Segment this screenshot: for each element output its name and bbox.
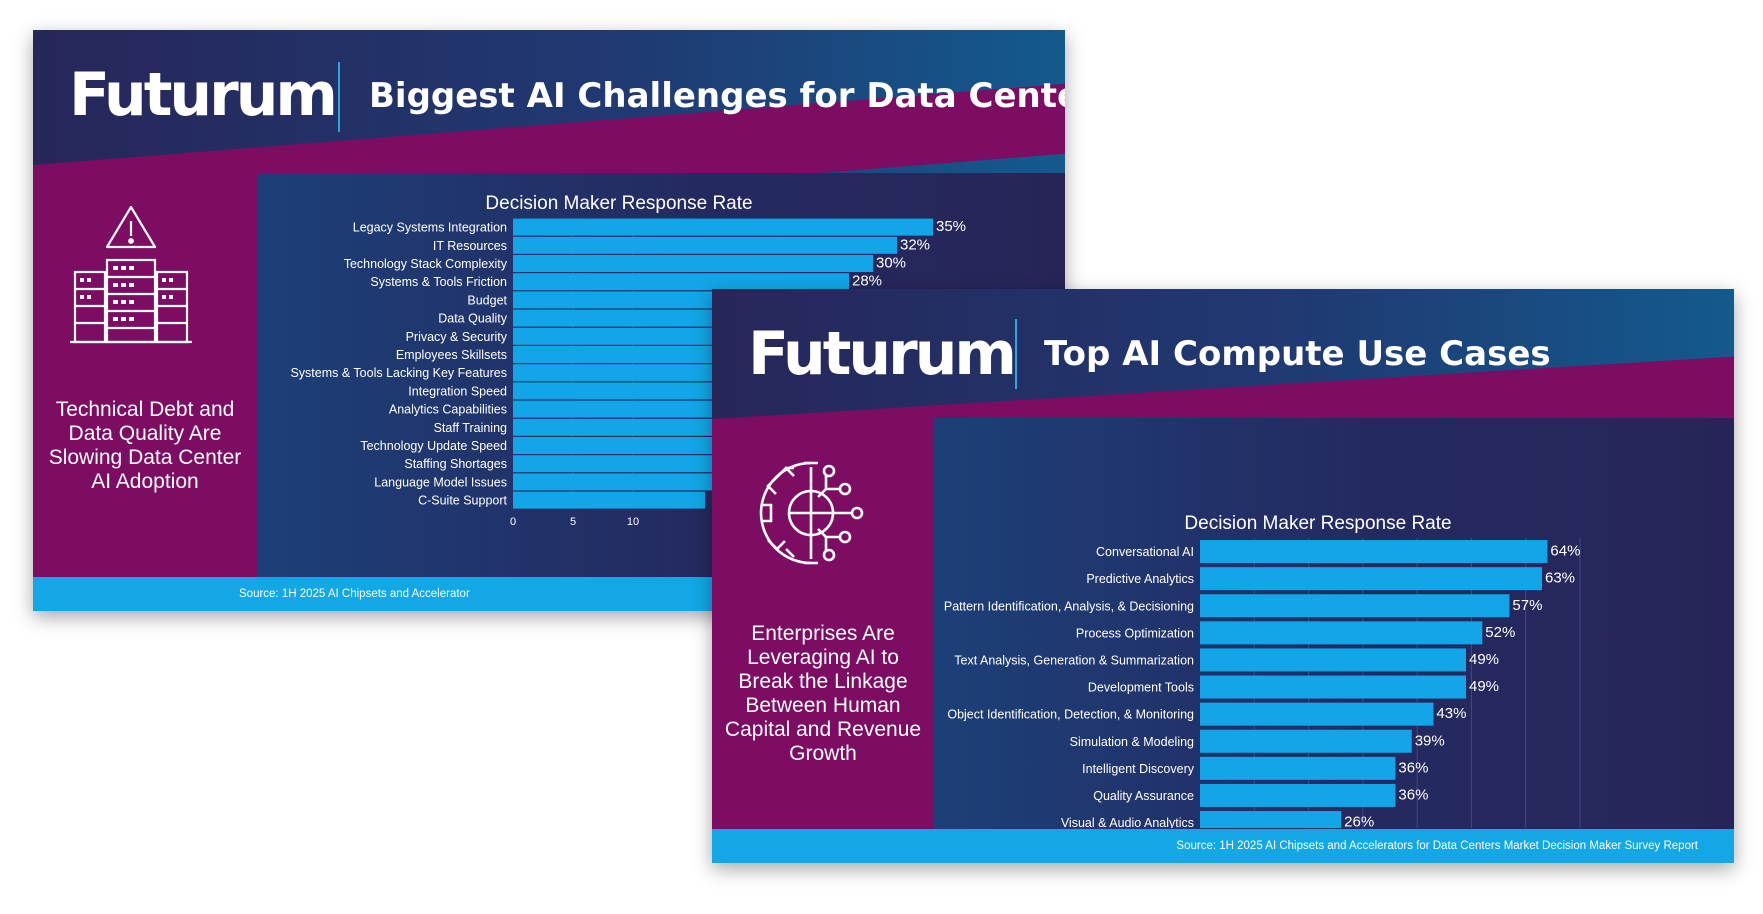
bar xyxy=(513,255,873,272)
bar xyxy=(1200,783,1396,807)
category-label: Text Analysis, Generation & Summarizatio… xyxy=(954,653,1194,667)
x-tick-label: 5 xyxy=(570,516,576,528)
category-label: Integration Speed xyxy=(408,384,507,398)
x-tick-label: 10 xyxy=(627,516,639,528)
bar xyxy=(1200,540,1548,564)
category-label: IT Resources xyxy=(433,239,507,253)
data-label: 39% xyxy=(1415,732,1445,749)
category-label: Language Model Issues xyxy=(374,475,507,489)
bar xyxy=(513,437,741,454)
category-label: C-Suite Support xyxy=(418,494,507,508)
card-title: Biggest AI Challenges for Data Centers xyxy=(369,76,1065,116)
bar xyxy=(513,418,753,436)
bar xyxy=(513,236,897,254)
data-label: 28% xyxy=(852,273,882,290)
chart-panel: Decision Maker Response Rate010203040506… xyxy=(934,418,1734,863)
data-label: 36% xyxy=(1398,786,1428,803)
sidebar-headline: Enterprises Are Leveraging AI to Break t… xyxy=(724,622,922,765)
bar xyxy=(1200,567,1542,591)
header-divider xyxy=(1015,319,1017,389)
bar xyxy=(513,473,717,491)
bar xyxy=(1200,702,1434,726)
sidebar-headline: Technical Debt and Data Quality Are Slow… xyxy=(48,398,242,493)
bar xyxy=(513,400,765,418)
category-label: Systems & Tools Friction xyxy=(370,275,507,289)
bar xyxy=(1200,594,1510,618)
source-note: Source: 1H 2025 AI Chipsets and Accelera… xyxy=(712,829,1734,863)
bar xyxy=(1200,675,1466,699)
header-divider xyxy=(338,62,340,132)
bar xyxy=(513,491,705,509)
challenges-card: Futurum Biggest AI Challenges for Data C… xyxy=(33,30,1065,611)
bar xyxy=(1200,729,1412,753)
sidebar xyxy=(712,447,934,863)
chart-title: Decision Maker Response Rate xyxy=(1184,513,1451,534)
bar xyxy=(1200,648,1466,672)
bar xyxy=(1200,811,1342,828)
data-label: 57% xyxy=(1512,597,1542,614)
category-label: Analytics Capabilities xyxy=(389,403,507,417)
data-label: 49% xyxy=(1469,678,1499,695)
category-label: Predictive Analytics xyxy=(1086,572,1194,586)
bar xyxy=(513,273,849,291)
data-label: 52% xyxy=(1485,624,1515,641)
data-label: 43% xyxy=(1436,705,1466,722)
data-label: 35% xyxy=(936,218,966,235)
category-label: Conversational AI xyxy=(1096,545,1194,559)
category-label: Privacy & Security xyxy=(406,330,508,344)
category-label: Budget xyxy=(467,293,507,307)
bar xyxy=(513,455,729,473)
category-label: Staffing Shortages xyxy=(404,457,507,471)
futurum-logo: Futurum xyxy=(69,60,338,130)
data-label: 63% xyxy=(1545,570,1575,587)
card-title: Top AI Compute Use Cases xyxy=(1044,334,1551,374)
category-label: Data Quality xyxy=(438,312,508,326)
data-label: 49% xyxy=(1469,651,1499,668)
category-label: Development Tools xyxy=(1088,681,1194,695)
category-label: Process Optimization xyxy=(1076,626,1194,640)
bar xyxy=(513,218,933,236)
futurum-logo: Futurum xyxy=(748,319,1017,389)
category-label: Legacy Systems Integration xyxy=(353,221,507,235)
category-label: Quality Assurance xyxy=(1093,789,1194,803)
category-label: Visual & Audio Analytics xyxy=(1061,816,1194,828)
data-label: 64% xyxy=(1550,543,1580,560)
category-label: Technology Update Speed xyxy=(360,439,507,453)
chart-title: Decision Maker Response Rate xyxy=(485,193,752,214)
bar xyxy=(513,382,777,400)
use-cases-bar-chart: Decision Maker Response Rate010203040506… xyxy=(944,513,1581,828)
bar xyxy=(1200,621,1483,645)
x-tick-label: 0 xyxy=(510,516,516,528)
category-label: Staff Training xyxy=(434,421,507,435)
server-warning-icon xyxy=(70,205,192,344)
data-label: 36% xyxy=(1398,759,1428,776)
data-label: 26% xyxy=(1344,814,1374,828)
data-label: 32% xyxy=(900,236,930,253)
category-label: Object Identification, Detection, & Moni… xyxy=(947,708,1194,722)
ai-gear-circuit-icon xyxy=(759,461,864,565)
use-cases-card: Futurum Top AI Compute Use Cases Enterpr… xyxy=(712,289,1734,863)
category-label: Employees Skillsets xyxy=(396,348,507,362)
category-label: Pattern Identification, Analysis, & Deci… xyxy=(944,599,1194,613)
category-label: Systems & Tools Lacking Key Features xyxy=(290,366,507,380)
data-label: 30% xyxy=(876,255,906,272)
category-label: Simulation & Modeling xyxy=(1070,735,1194,749)
bar xyxy=(1200,756,1396,780)
category-label: Intelligent Discovery xyxy=(1082,762,1195,776)
category-label: Technology Stack Complexity xyxy=(344,257,508,271)
